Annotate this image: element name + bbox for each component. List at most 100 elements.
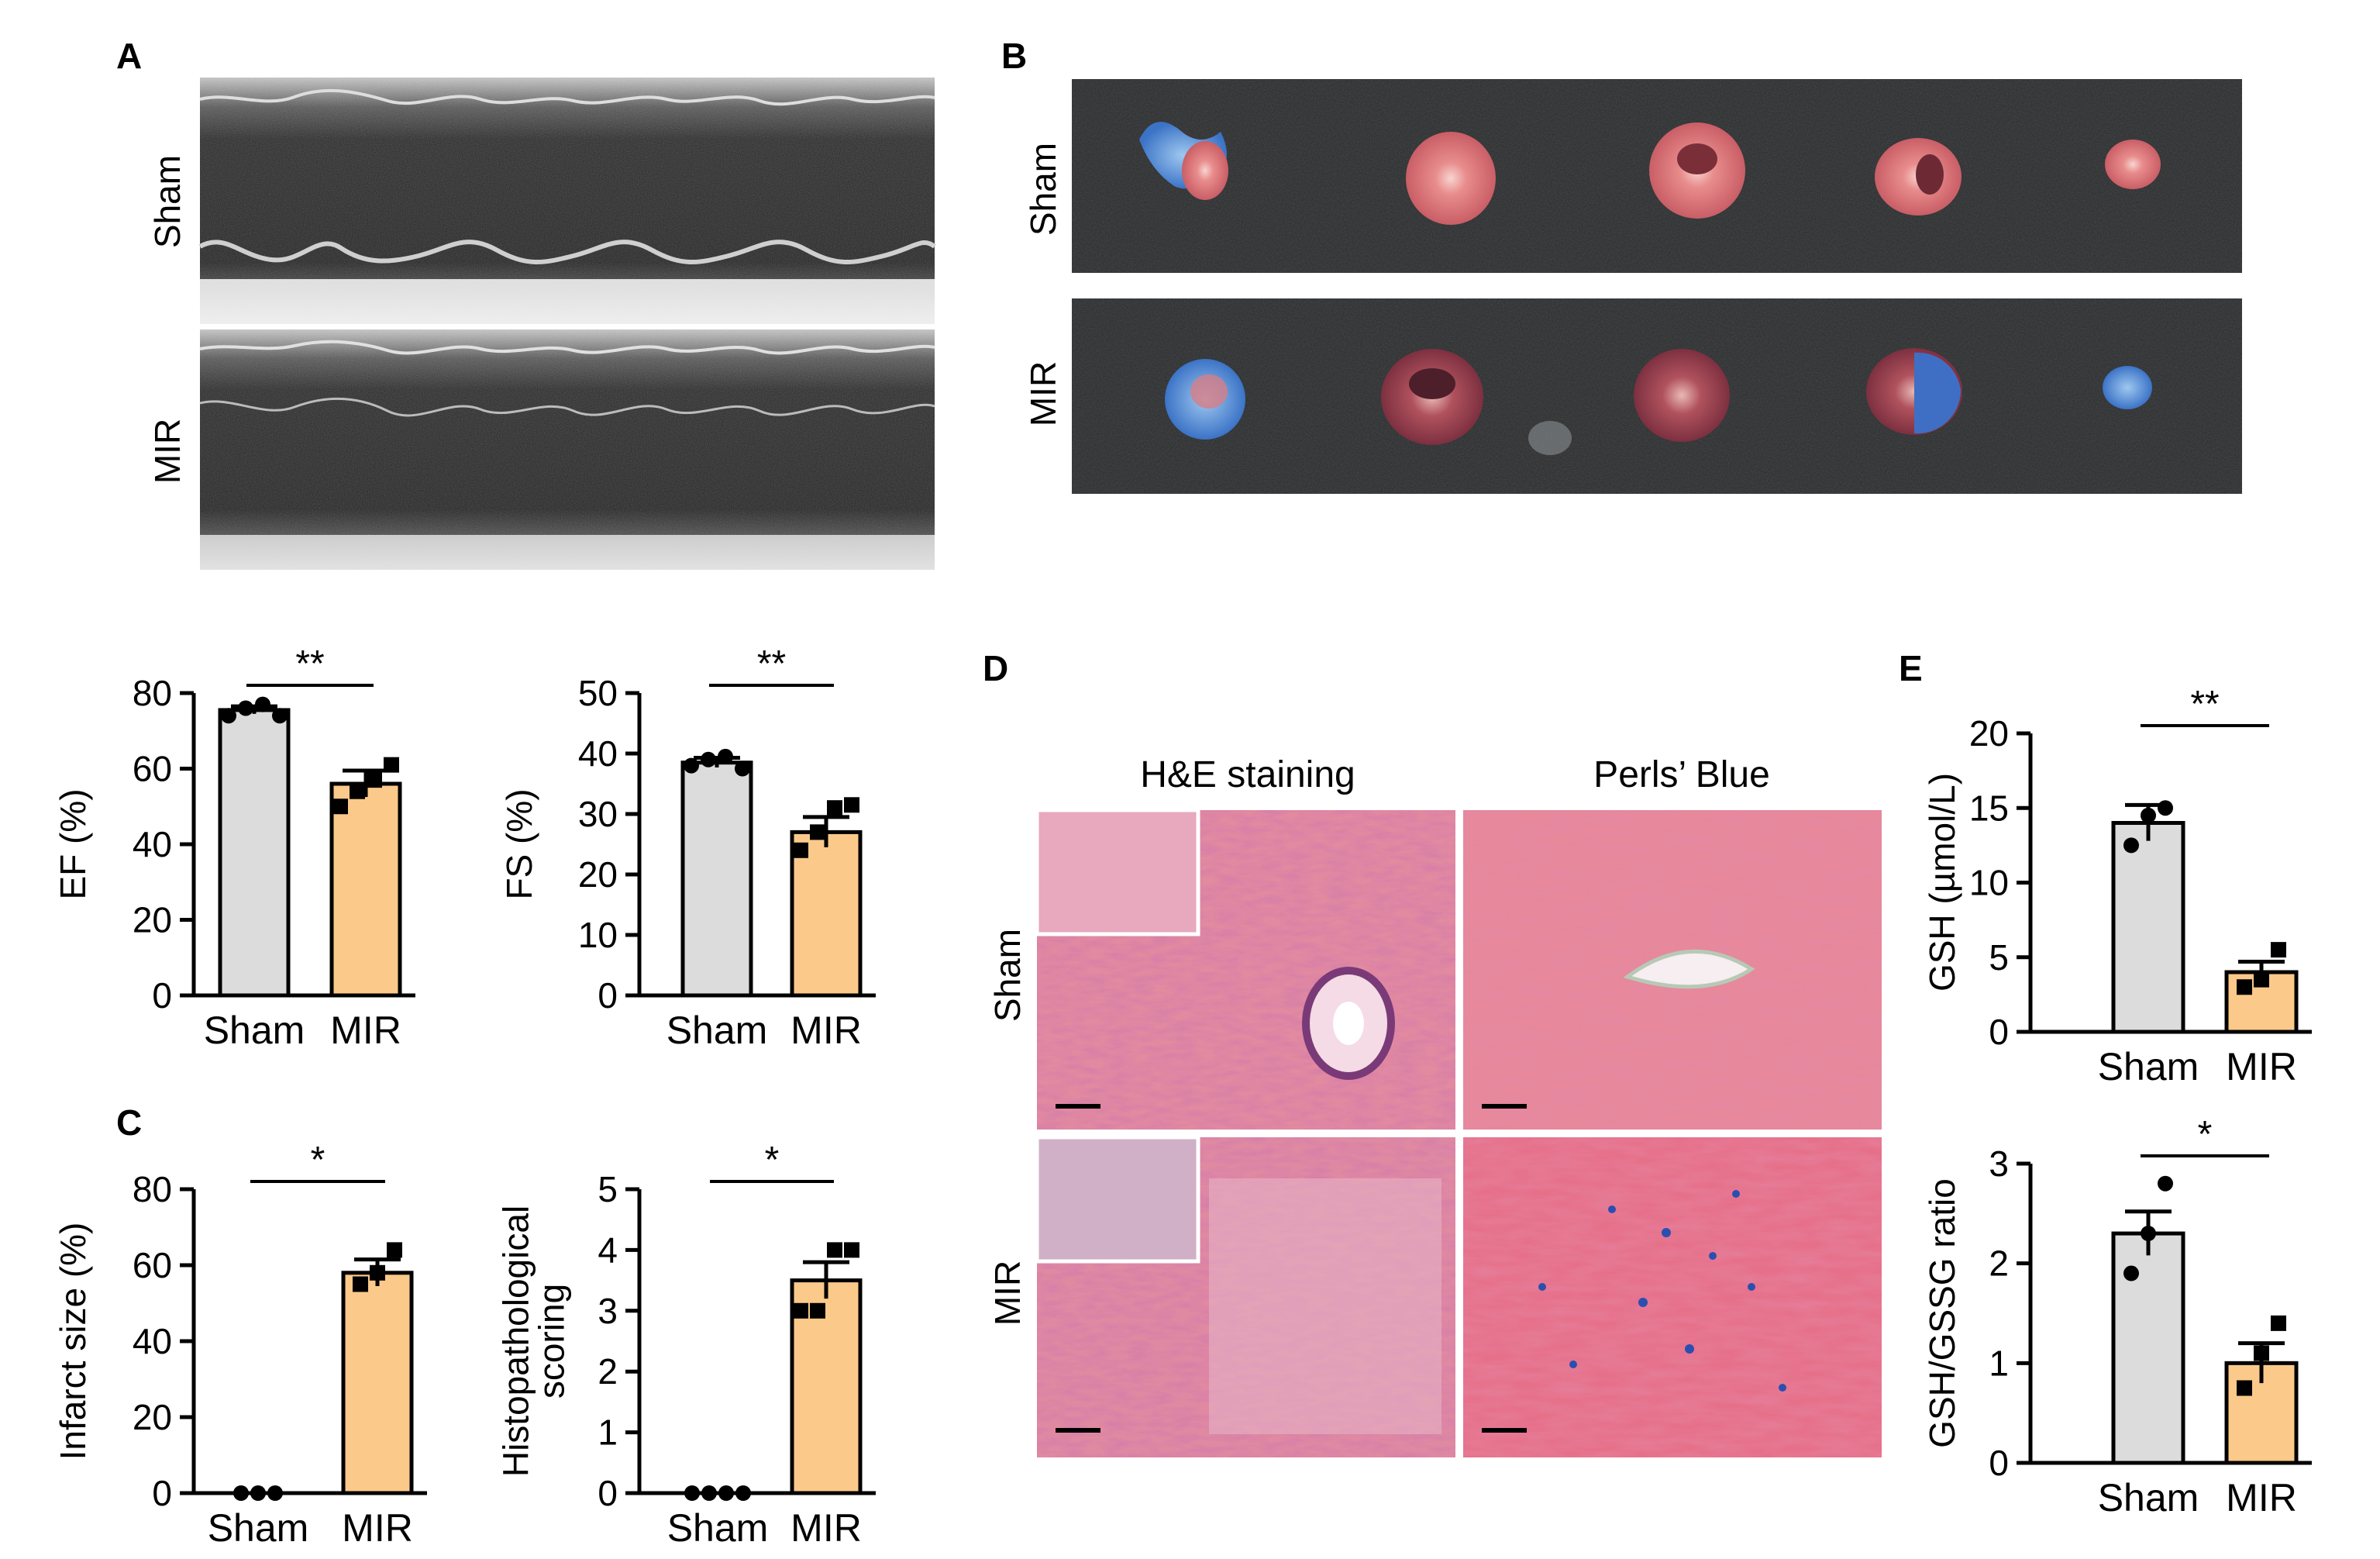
data-point-sham — [238, 700, 253, 716]
x-tick-label-mir: MIR — [330, 1009, 401, 1052]
y-tick-label: 50 — [578, 673, 618, 713]
y-tick-label: 20 — [578, 854, 618, 895]
data-point-sham — [701, 751, 716, 767]
significance-label: ** — [757, 643, 786, 685]
data-point-mir — [384, 757, 399, 773]
y-tick-label: 80 — [133, 673, 172, 713]
panel-letter-e: E — [1899, 648, 1923, 688]
row-label-d-mir: MIR — [987, 1261, 1028, 1326]
data-point-sham — [2141, 1226, 2156, 1242]
data-point-sham — [272, 708, 288, 724]
data-point-mir — [810, 1302, 825, 1319]
x-tick-label-sham: Sham — [204, 1009, 305, 1052]
y-tick-label: 30 — [578, 794, 618, 834]
data-point-sham — [221, 708, 236, 724]
row-label-b-sham: Sham — [1023, 143, 1063, 236]
bar-sham — [2111, 821, 2185, 1034]
data-point-mir — [793, 1302, 808, 1319]
x-tick-label-sham: Sham — [2098, 1476, 2199, 1519]
y-tick-label: 5 — [1989, 937, 2009, 978]
data-point-sham — [2123, 1265, 2139, 1281]
y-tick-label: 20 — [133, 1397, 172, 1437]
panel-letter-c: C — [116, 1102, 142, 1143]
x-tick-label-sham: Sham — [667, 1506, 769, 1550]
data-point-sham — [735, 761, 750, 777]
chart-histo: 0 1 2 3 4 5 Sham MIR Histopathologicalscoring * — [495, 1140, 876, 1550]
y-tick-label: 0 — [598, 1473, 618, 1513]
row-label-b-mir: MIR — [1023, 361, 1063, 426]
data-point-mir — [827, 800, 842, 816]
panel-letter-b: B — [1001, 36, 1027, 76]
x-tick-label-mir: MIR — [342, 1506, 413, 1550]
chart-fs: 0 10 20 30 40 50 Sham MIR FS (%) ** — [499, 643, 876, 1052]
y-tick-label: 0 — [1989, 1012, 2009, 1052]
y-tick-label: 5 — [598, 1169, 618, 1209]
x-tick-label-mir: MIR — [2226, 1476, 2297, 1519]
y-tick-label: 1 — [1989, 1343, 2009, 1383]
significance-label: * — [2198, 1114, 2213, 1155]
y-tick-label: 0 — [1989, 1443, 2009, 1483]
bar-sham — [2111, 1231, 2185, 1465]
data-point-mir — [2237, 1380, 2252, 1396]
y-tick-label: 10 — [1969, 863, 2009, 903]
row-label-a-sham: Sham — [147, 155, 188, 248]
heart-slices-sham — [1072, 79, 2242, 273]
y-tick-label: 4 — [598, 1230, 618, 1270]
data-point-sham — [255, 696, 270, 712]
histology-perls-mir — [1463, 1137, 1882, 1457]
x-tick-label-mir: MIR — [790, 1506, 862, 1550]
y-tick-label: 0 — [598, 975, 618, 1016]
data-point-mir — [2271, 942, 2286, 958]
significance-label: * — [765, 1140, 780, 1181]
x-tick-label-sham: Sham — [2098, 1045, 2199, 1088]
data-point-mir — [827, 1242, 842, 1258]
data-point-mir — [350, 783, 365, 799]
chart-gsh: 0 5 10 15 20 Sham MIR GSH (µmol/L) ** — [1922, 684, 2312, 1088]
y-axis-label: Histopathologicalscoring — [495, 1205, 571, 1477]
bar-mir — [329, 781, 402, 998]
y-tick-label: 40 — [133, 1321, 172, 1361]
data-point-mir — [387, 1242, 402, 1258]
y-tick-label: 1 — [598, 1412, 618, 1453]
column-label-perls: Perls’ Blue — [1593, 754, 1770, 795]
y-tick-label: 0 — [152, 1473, 172, 1513]
histology-he-mir — [1035, 1135, 1455, 1457]
x-tick-label-mir: MIR — [790, 1009, 862, 1052]
y-tick-label: 40 — [578, 733, 618, 774]
y-tick-label: 20 — [133, 900, 172, 940]
chart-infarct: 0 20 40 60 80 Sham MIR Infarct size (%) * — [53, 1140, 427, 1550]
y-tick-label: 40 — [133, 824, 172, 864]
panel-letter-a: A — [116, 36, 142, 76]
data-point-mir — [844, 797, 859, 813]
data-point-mir — [810, 824, 825, 840]
chart-ratio: 0 1 2 3 Sham MIR GSH/GSSG ratio * — [1922, 1114, 2312, 1519]
echo-image-sham — [198, 78, 936, 324]
row-label-a-mir: MIR — [147, 419, 188, 484]
data-point-mir — [2237, 979, 2252, 995]
data-point-sham — [718, 748, 733, 764]
data-point-mir — [370, 1264, 385, 1281]
histology-perls-sham — [1463, 810, 1882, 1130]
echo-image-mir — [199, 329, 935, 570]
y-axis-label: GSH (µmol/L) — [1922, 773, 1962, 992]
y-tick-label: 15 — [1969, 788, 2009, 828]
histology-he-sham — [1035, 808, 1455, 1130]
y-tick-label: 80 — [133, 1169, 172, 1209]
bar-mir — [341, 1271, 414, 1495]
column-label-he: H&E staining — [1140, 754, 1355, 795]
x-tick-label-mir: MIR — [2226, 1045, 2297, 1088]
data-point-sham — [2158, 1175, 2173, 1192]
y-tick-label: 2 — [598, 1351, 618, 1392]
significance-label: ** — [2190, 684, 2219, 725]
y-axis-label: Infarct size (%) — [53, 1223, 93, 1461]
y-tick-label: 3 — [598, 1291, 618, 1331]
y-tick-label: 20 — [1969, 713, 2009, 754]
chart-ef: 0 20 40 60 80 Sham MIR EF (%) ** — [53, 643, 415, 1052]
y-tick-label: 0 — [152, 975, 172, 1016]
y-axis-label: EF (%) — [53, 788, 93, 899]
heart-slices-mir — [1072, 298, 2242, 494]
data-point-mir — [2254, 971, 2269, 988]
row-label-d-sham: Sham — [987, 929, 1028, 1022]
